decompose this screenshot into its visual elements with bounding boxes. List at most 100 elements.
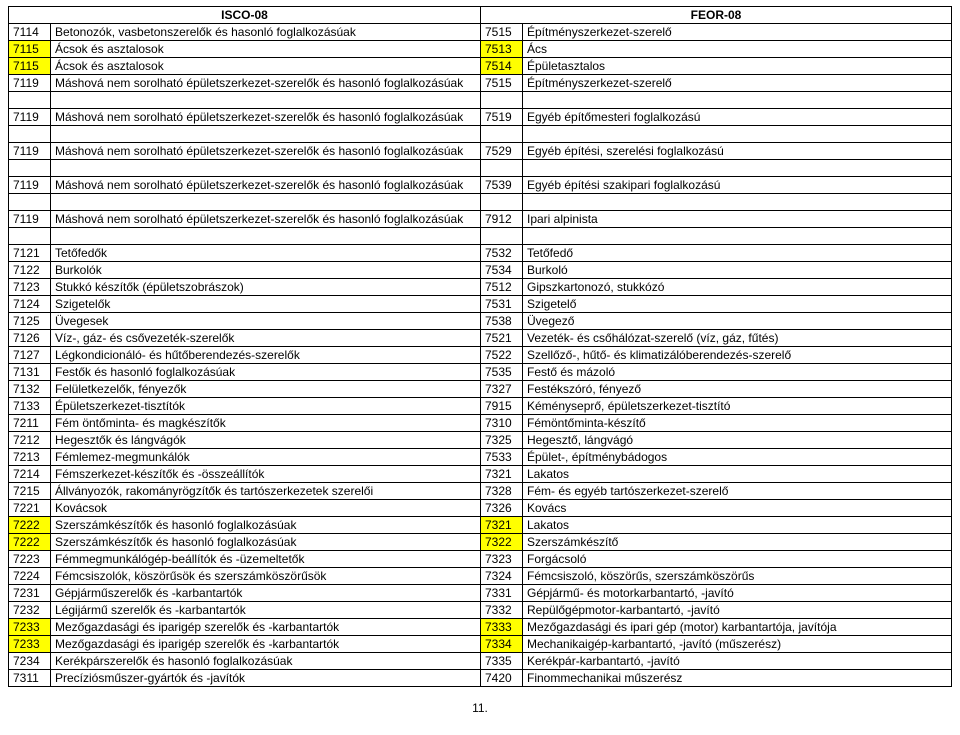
isco-desc: Szigetelők: [51, 296, 481, 313]
feor-desc: Gipszkartonozó, stukkózó: [523, 279, 952, 296]
feor-code: 7310: [481, 415, 523, 432]
isco-desc: Mezőgazdasági és iparigép szerelők és -k…: [51, 636, 481, 653]
feor-code: 7915: [481, 398, 523, 415]
table-row: 7233Mezőgazdasági és iparigép szerelők é…: [9, 619, 952, 636]
table-row: 7121Tetőfedők7532Tetőfedő: [9, 245, 952, 262]
feor-desc: Mezőgazdasági és ipari gép (motor) karba…: [523, 619, 952, 636]
feor-code: 7534: [481, 262, 523, 279]
feor-desc: Épület-, építménybádogos: [523, 449, 952, 466]
isco-desc: Fém öntőminta- és magkészítők: [51, 415, 481, 432]
feor-desc: Gépjármű- és motorkarbantartó, -javító: [523, 585, 952, 602]
isco-code: 7224: [9, 568, 51, 585]
feor-code: 7521: [481, 330, 523, 347]
feor-desc: Épületasztalos: [523, 58, 952, 75]
isco-code: 7131: [9, 364, 51, 381]
feor-code: 7321: [481, 517, 523, 534]
isco-desc: Szerszámkészítők és hasonló foglalkozású…: [51, 534, 481, 551]
table-row: [9, 228, 952, 245]
table-row: 7221Kovácsok7326Kovács: [9, 500, 952, 517]
isco-code: 7211: [9, 415, 51, 432]
isco-code: 7222: [9, 534, 51, 551]
table-row: 7124Szigetelők7531Szigetelő: [9, 296, 952, 313]
feor-desc: Tetőfedő: [523, 245, 952, 262]
feor-code: 7323: [481, 551, 523, 568]
isco-code: 7119: [9, 177, 51, 194]
feor-code: 7321: [481, 466, 523, 483]
table-row: 7119Máshová nem sorolható épületszerkeze…: [9, 177, 952, 194]
isco-desc: Burkolók: [51, 262, 481, 279]
isco-code: 7124: [9, 296, 51, 313]
feor-code: 7327: [481, 381, 523, 398]
isco-desc: Fémlemez-megmunkálók: [51, 449, 481, 466]
isco-code: 7215: [9, 483, 51, 500]
table-row: 7126Víz-, gáz- és csővezeték-szerelők752…: [9, 330, 952, 347]
isco-desc: Légijármű szerelők és -karbantartók: [51, 602, 481, 619]
table-row: 7122Burkolók7534Burkoló: [9, 262, 952, 279]
feor-code: 7322: [481, 534, 523, 551]
feor-code: 7514: [481, 58, 523, 75]
isco-desc: Fémszerkezet-készítők és -összeállítók: [51, 466, 481, 483]
page-number: 11.: [8, 701, 952, 715]
table-row: 7119Máshová nem sorolható épületszerkeze…: [9, 143, 952, 160]
feor-desc: Finommechanikai műszerész: [523, 670, 952, 687]
isco-code: 7125: [9, 313, 51, 330]
feor-desc: Építményszerkezet-szerelő: [523, 75, 952, 92]
isco-desc: Tetőfedők: [51, 245, 481, 262]
feor-desc: Ipari alpinista: [523, 211, 952, 228]
table-row: 7131Festők és hasonló foglalkozásúak7535…: [9, 364, 952, 381]
isco-code: 7311: [9, 670, 51, 687]
isco-desc: Máshová nem sorolható épületszerkezet-sz…: [51, 75, 481, 92]
feor-code: 7325: [481, 432, 523, 449]
isco-code: 7223: [9, 551, 51, 568]
table-row: 7215Állványozók, rakományrögzítők és tar…: [9, 483, 952, 500]
table-row: [9, 194, 952, 211]
table-row: [9, 160, 952, 177]
feor-code: 7326: [481, 500, 523, 517]
feor-desc: Szerszámkészítő: [523, 534, 952, 551]
feor-desc: Vezeték- és csőhálózat-szerelő (víz, gáz…: [523, 330, 952, 347]
table-row: 7223Fémmegmunkálógép-beállítók és -üzeme…: [9, 551, 952, 568]
feor-code: 7324: [481, 568, 523, 585]
feor-code: 7515: [481, 75, 523, 92]
isco-code: 7233: [9, 619, 51, 636]
feor-code: 7529: [481, 143, 523, 160]
header-right: FEOR-08: [481, 7, 952, 24]
table-row: 7222Szerszámkészítők és hasonló foglalko…: [9, 517, 952, 534]
isco-desc: Betonozók, vasbetonszerelők és hasonló f…: [51, 24, 481, 41]
isco-desc: Fémmegmunkálógép-beállítók és -üzemeltet…: [51, 551, 481, 568]
isco-code: 7214: [9, 466, 51, 483]
feor-desc: Egyéb építőmesteri foglalkozású: [523, 109, 952, 126]
isco-desc: Ácsok és asztalosok: [51, 58, 481, 75]
table-row: 7212Hegesztők és lángvágók7325Hegesztő, …: [9, 432, 952, 449]
table-row: 7132Felületkezelők, fényezők7327Festéksz…: [9, 381, 952, 398]
feor-desc: Fémcsiszoló, köszörűs, szerszámköszörűs: [523, 568, 952, 585]
isco-code: 7221: [9, 500, 51, 517]
isco-desc: Stukkó készítők (épületszobrászok): [51, 279, 481, 296]
table-row: 7234Kerékpárszerelők és hasonló foglalko…: [9, 653, 952, 670]
table-row: 7222Szerszámkészítők és hasonló foglalko…: [9, 534, 952, 551]
isco-desc: Máshová nem sorolható épületszerkezet-sz…: [51, 177, 481, 194]
feor-code: 7535: [481, 364, 523, 381]
isco-code: 7233: [9, 636, 51, 653]
table-row: 7231Gépjárműszerelők és -karbantartók733…: [9, 585, 952, 602]
isco-code: 7122: [9, 262, 51, 279]
isco-code: 7119: [9, 75, 51, 92]
table-row: 7127Légkondicionáló- és hűtőberendezés-s…: [9, 347, 952, 364]
isco-desc: Máshová nem sorolható épületszerkezet-sz…: [51, 143, 481, 160]
table-row: 7114Betonozók, vasbetonszerelők és hason…: [9, 24, 952, 41]
table-row: 7213Fémlemez-megmunkálók7533Épület-, épí…: [9, 449, 952, 466]
isco-desc: Precíziósműszer-gyártók és -javítók: [51, 670, 481, 687]
table-header-row: ISCO-08 FEOR-08: [9, 7, 952, 24]
table-row: 7211Fém öntőminta- és magkészítők7310Fém…: [9, 415, 952, 432]
isco-code: 7231: [9, 585, 51, 602]
isco-desc: Felületkezelők, fényezők: [51, 381, 481, 398]
isco-desc: Gépjárműszerelők és -karbantartók: [51, 585, 481, 602]
isco-code: 7234: [9, 653, 51, 670]
isco-desc: Mezőgazdasági és iparigép szerelők és -k…: [51, 619, 481, 636]
feor-desc: Szigetelő: [523, 296, 952, 313]
isco-desc: Állványozók, rakományrögzítők és tartósz…: [51, 483, 481, 500]
table-row: 7133Épületszerkezet-tisztítók7915Kéménys…: [9, 398, 952, 415]
table-row: 7123Stukkó készítők (épületszobrászok)75…: [9, 279, 952, 296]
feor-code: 7420: [481, 670, 523, 687]
feor-code: 7538: [481, 313, 523, 330]
